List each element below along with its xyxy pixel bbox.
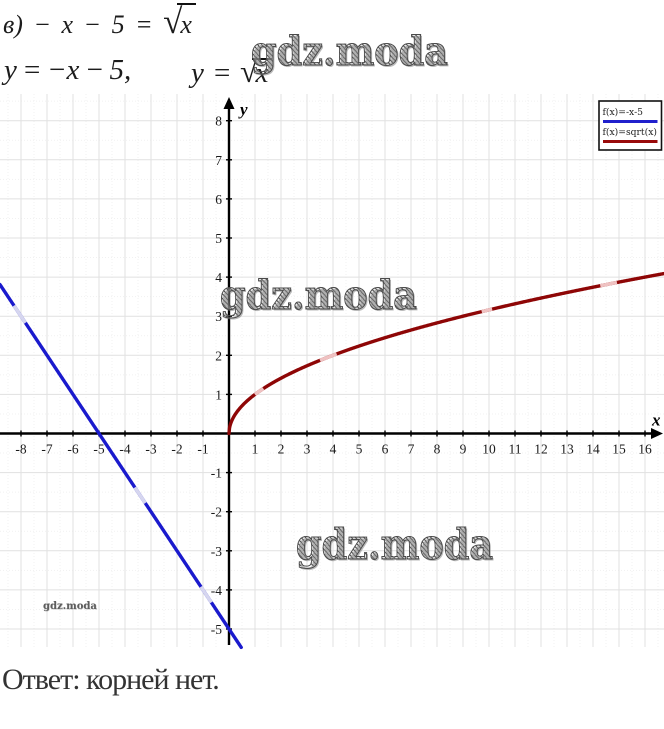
y-tick-label: 3 xyxy=(215,309,222,324)
x-tick-label: 8 xyxy=(434,442,441,457)
x-tick-label: 2 xyxy=(278,442,285,457)
curve-light-gap-linear-line xyxy=(199,585,213,604)
y-tick-label: 5 xyxy=(215,231,222,246)
x-tick-label: -1 xyxy=(197,442,208,457)
x-tick-label: 6 xyxy=(382,442,389,457)
equation-line-2: y = −x − 5, y = √x xyxy=(4,54,273,88)
y-tick-label: 2 xyxy=(215,348,222,363)
watermark-top: gdz.moda xyxy=(251,28,449,75)
x-tick-label: 12 xyxy=(534,442,548,457)
y-tick-label: -4 xyxy=(211,583,222,598)
answer-text: Ответ: корней нет. xyxy=(2,663,220,696)
y-axis-arrow xyxy=(223,97,235,109)
x-axis-arrow xyxy=(651,428,663,439)
curve-light-gap-sqrt-curve xyxy=(319,352,338,362)
y-tick-label: 6 xyxy=(215,192,222,207)
curve-light-gap-linear-line xyxy=(12,304,27,324)
y-tick-label: 4 xyxy=(215,270,222,285)
curve-light-gap-sqrt-curve xyxy=(253,387,265,396)
x-tick-label: 9 xyxy=(460,442,467,457)
radical-sign: √ xyxy=(163,2,183,41)
x-tick-label: -5 xyxy=(93,442,104,457)
y-tick-label: -5 xyxy=(211,622,222,637)
y-tick-label: -2 xyxy=(211,505,222,520)
curve-light-gap-sqrt-curve xyxy=(599,280,618,288)
curve-light-gap-sqrt-curve xyxy=(481,307,493,314)
x-tick-label: 14 xyxy=(586,442,600,457)
x-tick-label: -2 xyxy=(171,442,182,457)
x-tick-label: 5 xyxy=(356,442,363,457)
x-tick-label: -4 xyxy=(119,442,130,457)
curve-sqrt-curve xyxy=(227,271,664,436)
equation-2-right: y = √x xyxy=(191,54,273,89)
x-tick-label: 7 xyxy=(408,442,415,457)
x-tick-label: 3 xyxy=(304,442,311,457)
x-tick-label: 1 xyxy=(252,442,259,457)
equation-1-left: в) − x − 5 = xyxy=(3,10,164,39)
watermark-small: gdz.moda xyxy=(43,601,97,612)
x-axis-label: x xyxy=(651,411,661,430)
x-tick-label: 15 xyxy=(612,442,626,457)
equation-2-left: y = −x − 5, xyxy=(4,54,132,86)
y-tick-label: 7 xyxy=(215,153,222,168)
y-tick-label: 8 xyxy=(215,114,222,129)
y-tick-label: -1 xyxy=(211,466,222,481)
sqrt-expression: √x xyxy=(163,3,196,39)
x-tick-label: -3 xyxy=(145,442,156,457)
x-tick-label: 16 xyxy=(638,442,652,457)
legend-label: f(x)=sqrt(x) xyxy=(603,127,657,138)
x-tick-label: -7 xyxy=(41,442,52,457)
equation-line-1: в) − x − 5 = √x xyxy=(3,3,196,39)
legend-label: f(x)=-x-5 xyxy=(603,107,644,118)
radicand: x xyxy=(177,3,196,38)
watermark-bottom: gdz.moda xyxy=(296,520,494,569)
x-tick-label: 13 xyxy=(560,442,574,457)
curve-light-gap-linear-line xyxy=(133,486,147,505)
x-tick-label: 10 xyxy=(482,442,496,457)
watermark-middle: gdz.moda xyxy=(220,272,418,319)
x-tick-label: -8 xyxy=(15,442,26,457)
y-axis-label: y xyxy=(238,100,248,119)
equation-2-right-prefix: y = xyxy=(191,57,240,89)
x-tick-label: 4 xyxy=(330,442,337,457)
x-tick-label: -6 xyxy=(67,442,78,457)
y-tick-label: -3 xyxy=(211,544,222,559)
y-tick-label: 1 xyxy=(215,387,222,402)
radicand-2: x xyxy=(252,58,273,88)
radical-sign-2: √ xyxy=(239,54,258,89)
x-tick-label: 11 xyxy=(509,442,522,457)
sqrt-expression-2: √x xyxy=(239,54,273,89)
